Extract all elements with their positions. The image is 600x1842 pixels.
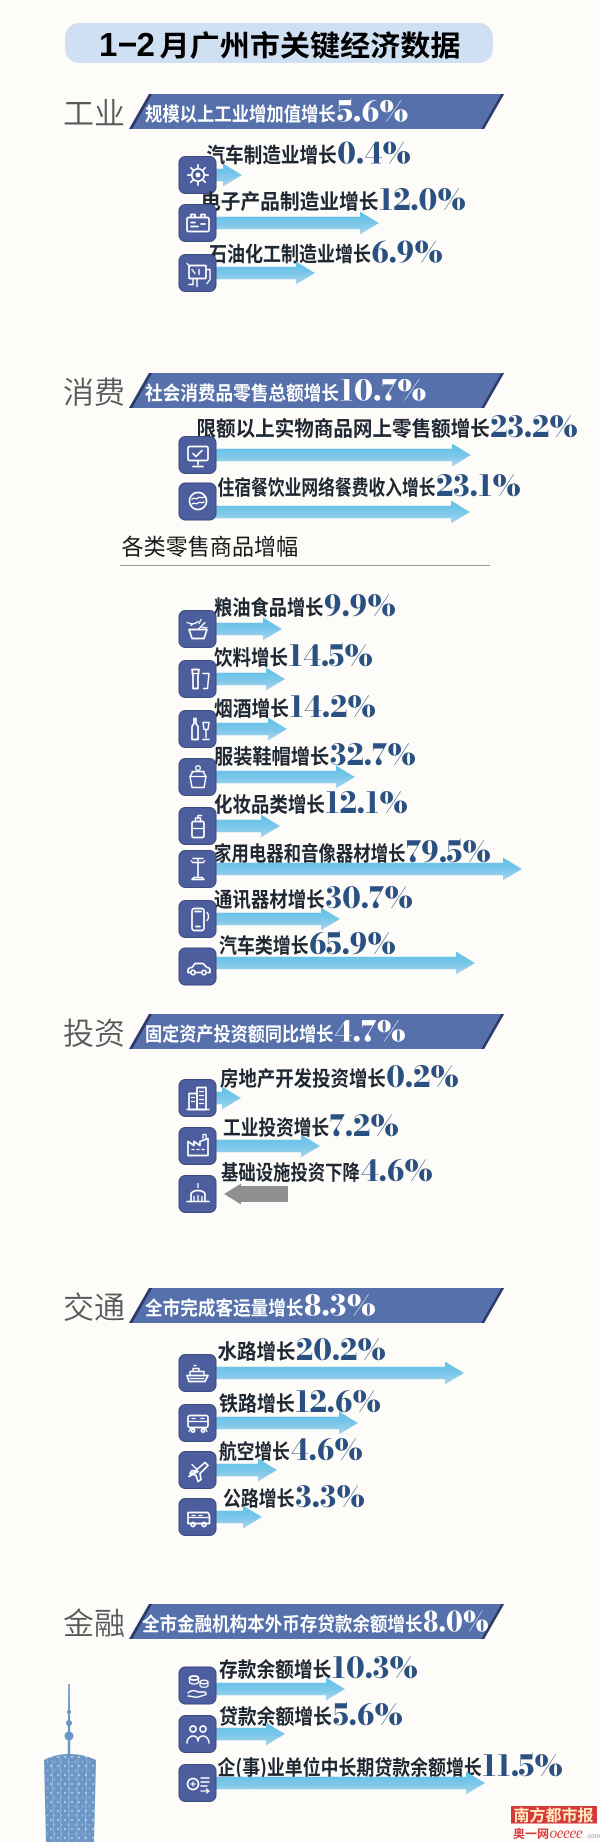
svg-text:.com: .com [586,1833,600,1840]
svg-text:2: 2 [137,26,155,63]
svg-text:1: 1 [99,26,117,63]
svg-text:oeeee: oeeee [550,1825,583,1842]
